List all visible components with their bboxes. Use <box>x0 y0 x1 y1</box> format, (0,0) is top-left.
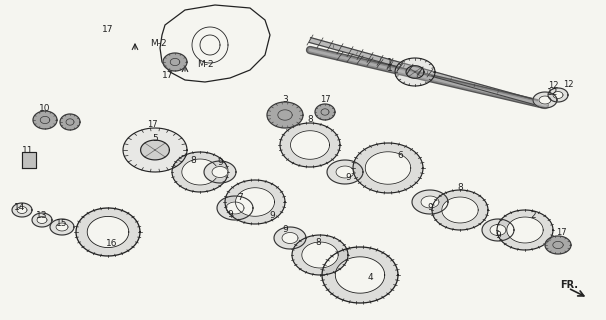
Text: 14: 14 <box>15 204 25 212</box>
Polygon shape <box>539 96 551 104</box>
Polygon shape <box>545 236 571 254</box>
Polygon shape <box>267 102 303 128</box>
Polygon shape <box>123 128 187 172</box>
Polygon shape <box>141 140 170 160</box>
Polygon shape <box>56 223 68 231</box>
Text: 9: 9 <box>345 173 351 182</box>
Polygon shape <box>322 247 398 303</box>
Text: 9: 9 <box>217 158 223 167</box>
Text: 12: 12 <box>547 87 559 97</box>
Polygon shape <box>225 180 285 224</box>
Text: M-2: M-2 <box>197 60 214 68</box>
Text: 8: 8 <box>307 115 313 124</box>
Polygon shape <box>282 233 298 244</box>
Polygon shape <box>395 58 435 86</box>
Polygon shape <box>60 114 80 130</box>
Text: 17: 17 <box>320 95 330 104</box>
Text: 13: 13 <box>36 212 48 220</box>
Text: 9: 9 <box>282 225 288 234</box>
Polygon shape <box>533 92 557 108</box>
Polygon shape <box>315 104 335 120</box>
Polygon shape <box>226 202 244 214</box>
Polygon shape <box>32 213 52 227</box>
Polygon shape <box>87 216 129 248</box>
Polygon shape <box>204 161 236 183</box>
Text: 9: 9 <box>495 231 501 240</box>
Text: 5: 5 <box>152 133 158 142</box>
Polygon shape <box>336 166 354 178</box>
Text: 9: 9 <box>269 211 275 220</box>
Polygon shape <box>406 66 424 78</box>
Text: 17: 17 <box>162 71 174 80</box>
Polygon shape <box>172 152 228 192</box>
Text: 11: 11 <box>22 146 34 155</box>
Polygon shape <box>292 235 348 275</box>
Text: 2: 2 <box>530 211 536 220</box>
Text: 8: 8 <box>315 238 321 247</box>
Polygon shape <box>236 188 275 216</box>
Text: M-2: M-2 <box>150 38 167 47</box>
Text: 3: 3 <box>282 95 288 104</box>
Polygon shape <box>482 219 514 241</box>
Text: 17: 17 <box>556 228 567 237</box>
Polygon shape <box>76 208 140 256</box>
Polygon shape <box>212 166 228 178</box>
Polygon shape <box>37 217 47 223</box>
Text: 12: 12 <box>563 80 573 89</box>
Polygon shape <box>497 210 553 250</box>
Text: 16: 16 <box>106 239 118 249</box>
Text: 15: 15 <box>56 219 68 228</box>
Text: 4: 4 <box>367 273 373 282</box>
Polygon shape <box>217 196 253 220</box>
Polygon shape <box>280 123 340 167</box>
Polygon shape <box>12 203 32 217</box>
Text: 10: 10 <box>39 103 51 113</box>
Polygon shape <box>365 152 411 184</box>
Polygon shape <box>290 131 330 159</box>
Polygon shape <box>22 152 36 168</box>
Polygon shape <box>442 197 478 223</box>
Polygon shape <box>163 53 187 71</box>
Text: 12: 12 <box>548 81 558 90</box>
Polygon shape <box>548 88 568 102</box>
Polygon shape <box>50 219 74 235</box>
Polygon shape <box>412 190 448 214</box>
Polygon shape <box>17 206 27 213</box>
Polygon shape <box>421 196 439 208</box>
Text: 17: 17 <box>147 120 158 129</box>
Polygon shape <box>353 143 423 193</box>
Polygon shape <box>335 257 385 293</box>
Text: 1: 1 <box>387 63 393 73</box>
Polygon shape <box>432 190 488 230</box>
Text: 6: 6 <box>397 151 403 160</box>
Text: 17: 17 <box>102 25 114 34</box>
Polygon shape <box>33 111 57 129</box>
Polygon shape <box>553 92 563 99</box>
Text: 9: 9 <box>227 210 233 219</box>
Text: 8: 8 <box>190 156 196 164</box>
Text: 9: 9 <box>427 203 433 212</box>
Polygon shape <box>507 217 543 243</box>
Polygon shape <box>274 227 306 249</box>
Polygon shape <box>490 225 506 236</box>
Polygon shape <box>309 37 545 108</box>
Polygon shape <box>302 242 338 268</box>
Polygon shape <box>327 160 363 184</box>
Polygon shape <box>182 159 218 185</box>
Text: 1: 1 <box>387 58 393 67</box>
Text: FR.: FR. <box>560 280 578 290</box>
Text: 7: 7 <box>237 193 243 202</box>
Text: 8: 8 <box>457 183 463 192</box>
